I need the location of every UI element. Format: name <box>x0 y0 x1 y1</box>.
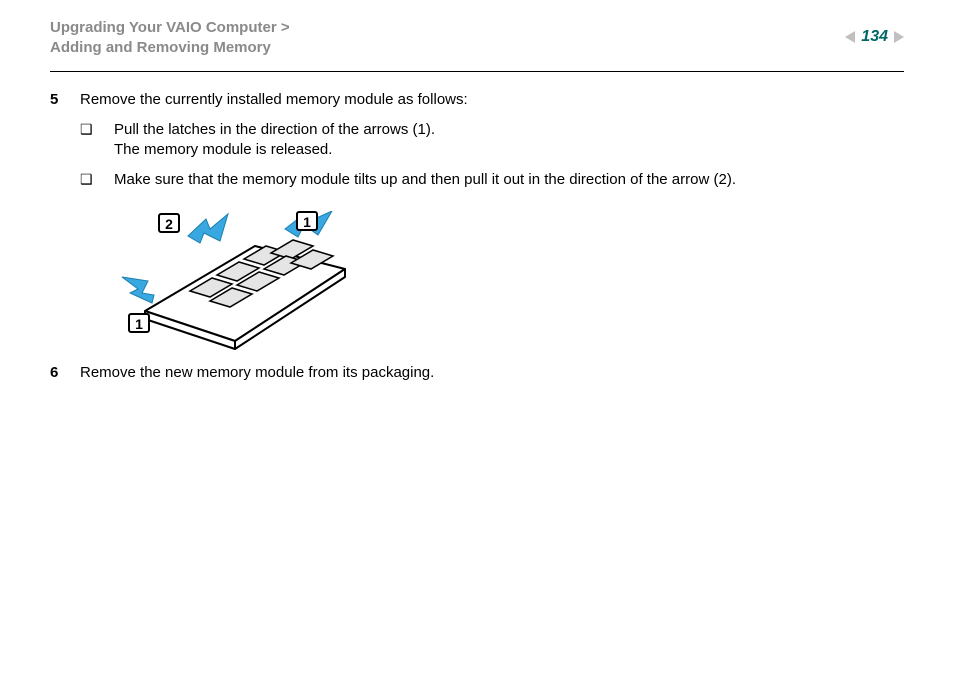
bullet-body: Make sure that the memory module tilts u… <box>114 170 904 190</box>
bullet-line: The memory module is released. <box>114 140 904 160</box>
callout-2: 2 <box>158 213 180 233</box>
bullet-item: ❑ Make sure that the memory module tilts… <box>80 170 904 190</box>
header-divider <box>50 71 904 72</box>
page-nav: 134 <box>845 18 904 46</box>
step-5: 5 Remove the currently installed memory … <box>50 90 904 201</box>
breadcrumb-line-1: Upgrading Your VAIO Computer > <box>50 18 290 38</box>
next-page-icon[interactable] <box>894 31 904 43</box>
breadcrumb: Upgrading Your VAIO Computer > Adding an… <box>50 18 290 59</box>
step-body: Remove the currently installed memory mo… <box>80 90 904 201</box>
step-bullets: ❑ Pull the latches in the direction of t… <box>80 120 904 191</box>
page-content: 5 Remove the currently installed memory … <box>0 90 954 383</box>
callout-1-bottom: 1 <box>128 313 150 333</box>
breadcrumb-line-2: Adding and Removing Memory <box>50 38 290 58</box>
bullet-mark-icon: ❑ <box>80 120 114 161</box>
step-text: Remove the new memory module from its pa… <box>80 363 904 383</box>
step-number: 6 <box>50 363 80 383</box>
bullet-body: Pull the latches in the direction of the… <box>114 120 904 161</box>
bullet-item: ❑ Pull the latches in the direction of t… <box>80 120 904 161</box>
page-number: 134 <box>861 28 888 46</box>
prev-page-icon[interactable] <box>845 31 855 43</box>
page-header: Upgrading Your VAIO Computer > Adding an… <box>0 0 954 71</box>
step-number: 5 <box>50 90 80 201</box>
callout-1-top: 1 <box>296 211 318 231</box>
bullet-mark-icon: ❑ <box>80 170 114 190</box>
step-text: Remove the currently installed memory mo… <box>80 90 904 110</box>
memory-module-figure: 2 1 1 <box>110 211 360 351</box>
bullet-line: Pull the latches in the direction of the… <box>114 120 904 140</box>
step-6: 6 Remove the new memory module from its … <box>50 363 904 383</box>
